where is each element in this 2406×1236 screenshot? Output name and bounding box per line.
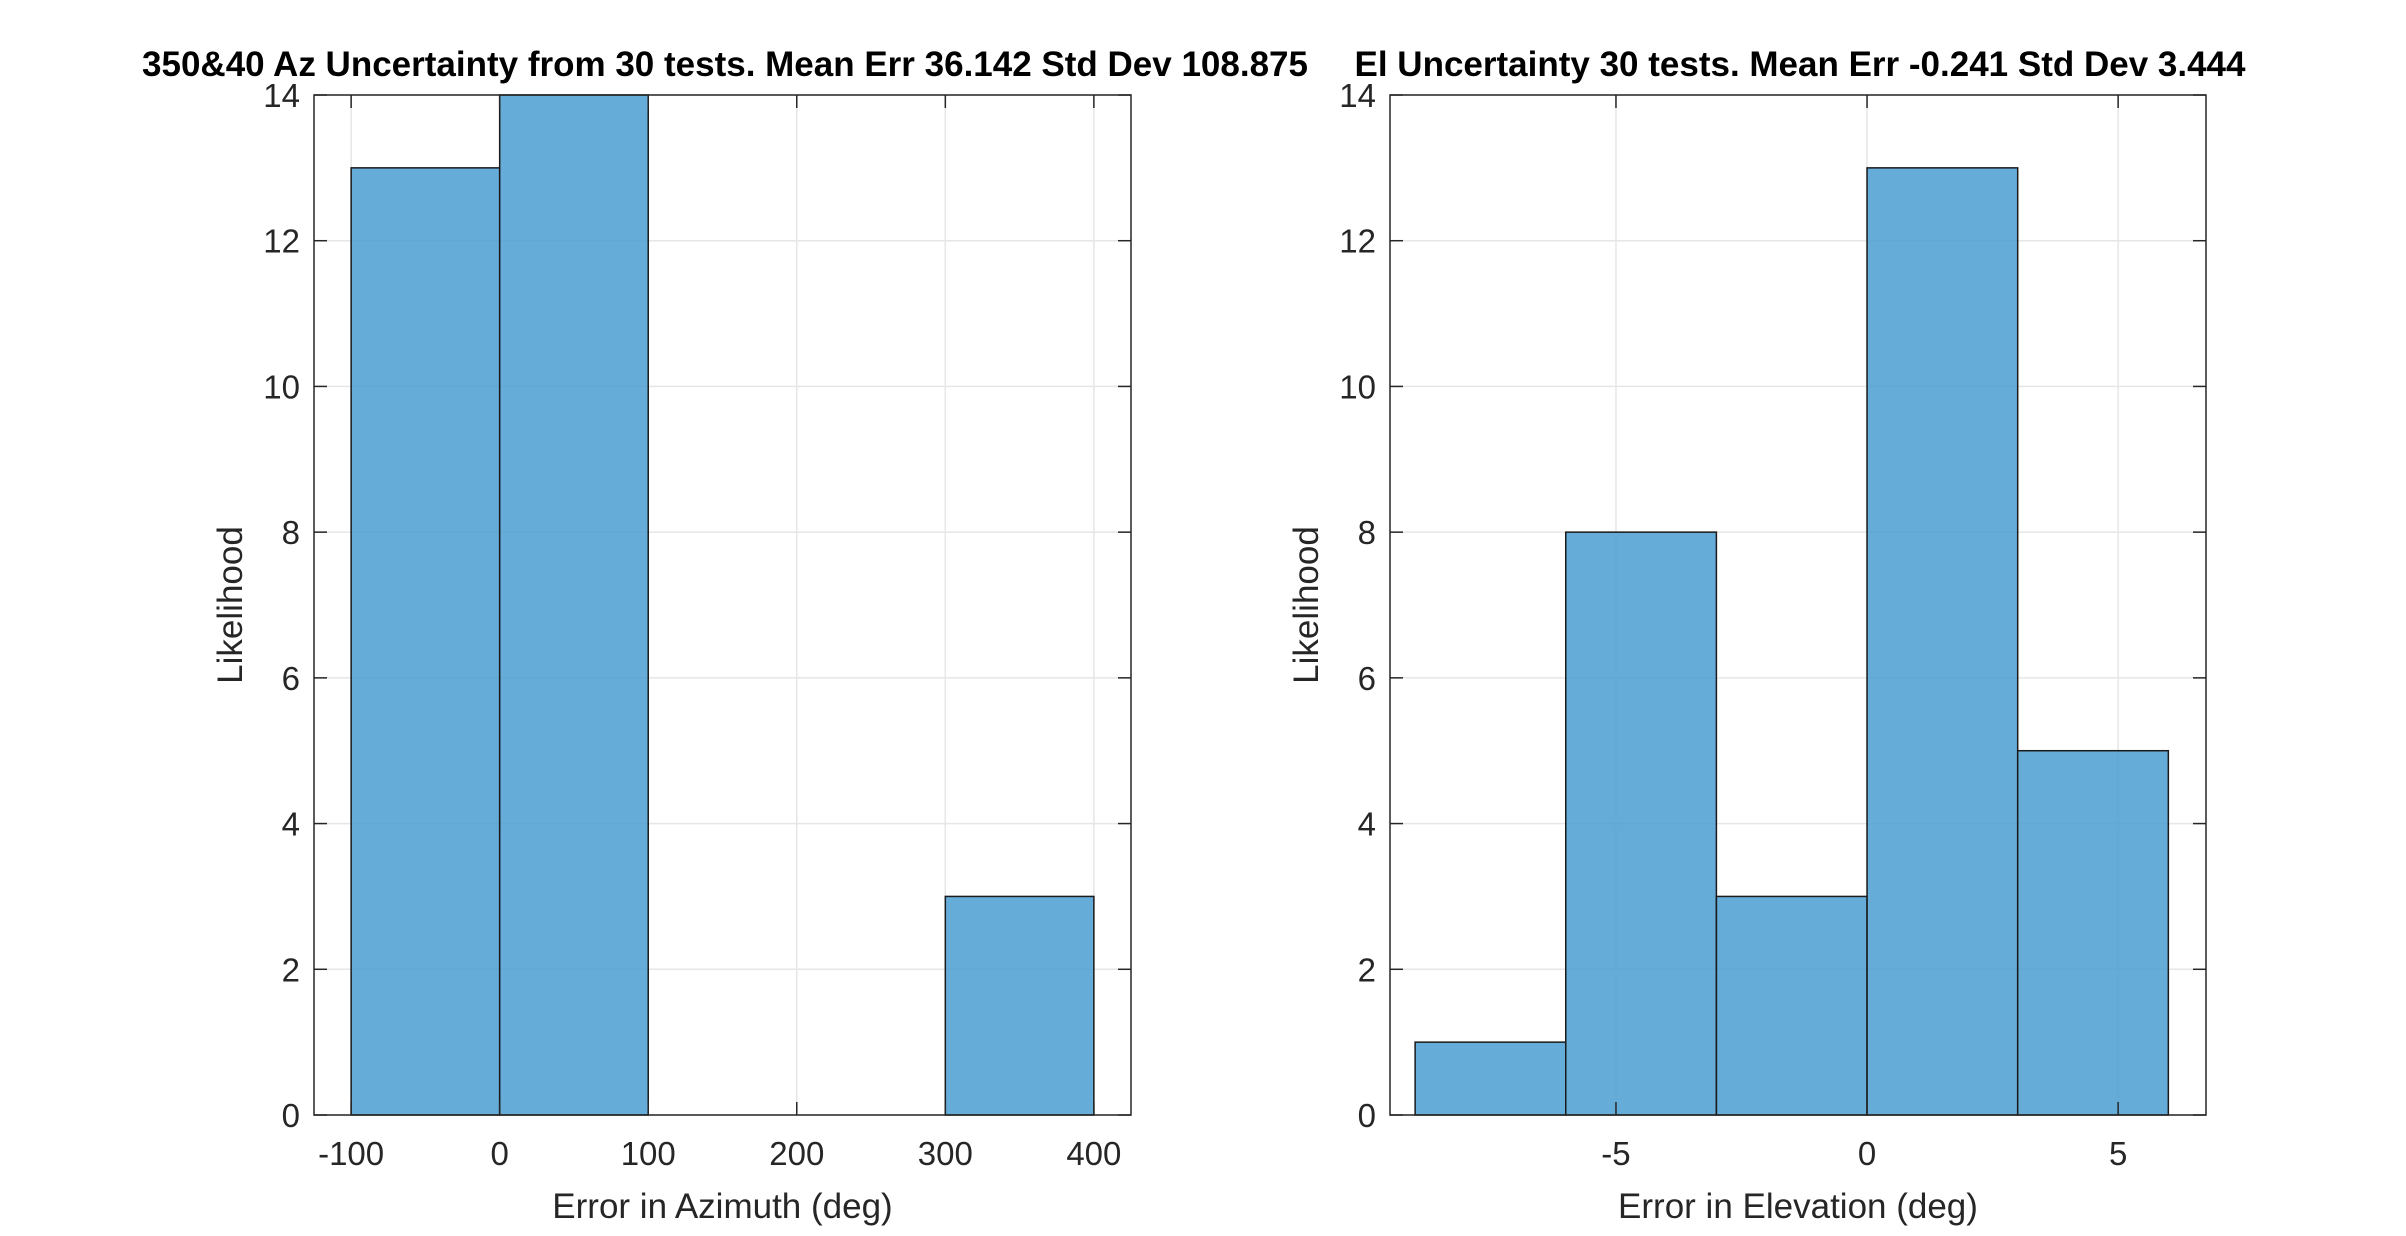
azimuth-chart-title: 350&40 Az Uncertainty from 30 tests. Mea… [142,45,1308,84]
elevation-histogram-bar [2016,749,2170,1116]
azimuth-y-tick-label: 2 [282,951,300,988]
elevation-y-tick-label: 14 [1339,77,1376,114]
elevation-x-axis-label: Error in Elevation (deg) [1618,1187,1978,1226]
azimuth-x-tick-label: 300 [918,1135,973,1172]
azimuth-ticks: -100 0 100 200 300 400 0 2 4 6 8 10 12 14 [263,77,1131,1172]
azimuth-histogram: -100 0 100 200 300 400 0 2 4 6 8 10 12 14 350&40 Az U… [142,45,1308,1226]
azimuth-y-tick-label: 6 [282,660,300,697]
elevation-histogram-bar [1715,895,1868,1116]
azimuth-axes-box [313,94,1132,1116]
azimuth-y-axis-label: Likelihood [211,526,250,684]
elevation-x-tick-label: -5 [1601,1135,1630,1172]
azimuth-x-tick-label: 200 [769,1135,824,1172]
elevation-histogram-bar [1414,1041,1567,1116]
elevation-ticks: -5 0 5 0 2 4 6 8 10 12 14 [1339,77,2206,1172]
azimuth-y-tick-label: 4 [282,806,300,843]
elevation-x-tick-label: 0 [1858,1135,1876,1172]
elevation-chart-title: El Uncertainty 30 tests. Mean Err -0.241… [1355,45,2246,84]
azimuth-x-axis-label: Error in Azimuth (deg) [552,1187,892,1226]
elevation-histogram: -5 0 5 0 2 4 6 8 10 12 14 El Uncertainty 30 tests.… [1287,45,2246,1226]
azimuth-x-tick-label: 100 [621,1135,676,1172]
elevation-histogram-bar [1565,531,1718,1116]
elevation-y-tick-label: 10 [1339,368,1376,405]
elevation-x-tick-label: 5 [2109,1135,2127,1172]
elevation-bars [1414,167,2170,1116]
elevation-y-tick-label: 6 [1358,660,1376,697]
elevation-y-tick-label: 2 [1358,951,1376,988]
azimuth-x-tick-label: 400 [1066,1135,1121,1172]
azimuth-x-tick-label: -100 [318,1135,384,1172]
azimuth-x-tick-label: 0 [491,1135,509,1172]
azimuth-y-tick-label: 10 [263,368,300,405]
elevation-histogram-bar [1866,167,2019,1116]
elevation-y-tick-label: 0 [1358,1097,1376,1134]
azimuth-y-tick-label: 0 [282,1097,300,1134]
azimuth-y-tick-label: 14 [263,77,300,114]
azimuth-histogram-bar [498,94,649,1116]
elevation-y-tick-label: 12 [1339,223,1376,260]
azimuth-bars [350,94,1095,1116]
elevation-y-tick-label: 4 [1358,806,1376,843]
azimuth-histogram-bar [350,167,501,1116]
azimuth-y-tick-label: 12 [263,223,300,260]
azimuth-y-tick-label: 8 [282,514,300,551]
azimuth-histogram-bar [944,895,1095,1116]
elevation-y-tick-label: 8 [1358,514,1376,551]
elevation-axes-box [1389,94,2207,1116]
elevation-y-axis-label: Likelihood [1287,526,1326,684]
